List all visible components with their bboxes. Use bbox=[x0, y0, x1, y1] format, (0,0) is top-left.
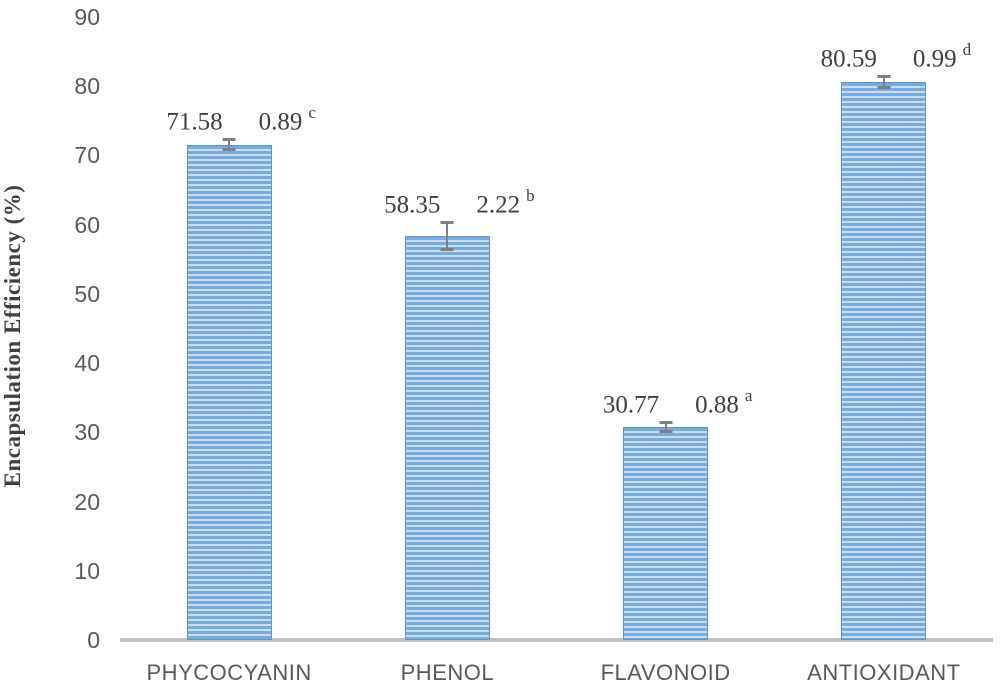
y-tick-label: 50 bbox=[74, 280, 100, 307]
data-label: 80.59 0.99 d bbox=[821, 38, 972, 73]
data-label-value: 58.35 bbox=[384, 191, 441, 219]
error-bar bbox=[659, 420, 673, 434]
y-tick-label: 20 bbox=[74, 488, 100, 515]
y-tick-label: 60 bbox=[74, 211, 100, 238]
y-tick-label: 40 bbox=[74, 350, 100, 377]
error-bar-bottom-cap bbox=[222, 147, 236, 151]
y-tick-label: 70 bbox=[74, 142, 100, 169]
y-tick-label: 10 bbox=[74, 557, 100, 584]
error-bar-bottom-cap bbox=[877, 85, 891, 89]
category-label-flavonoid: FLAVONOID bbox=[600, 660, 731, 685]
significance-letter: b bbox=[526, 185, 535, 205]
data-label: 58.35 2.22 b bbox=[384, 184, 535, 219]
y-tick-label: 80 bbox=[74, 73, 100, 100]
bar-antioxidant bbox=[841, 82, 927, 640]
error-bar-stem bbox=[664, 420, 667, 434]
error-bar-stem bbox=[446, 220, 449, 252]
bar-phycocyanin bbox=[186, 144, 272, 640]
data-label: 71.58 0.89 c bbox=[166, 101, 316, 136]
error-bar-bottom-cap bbox=[659, 430, 673, 434]
bar-phenol bbox=[404, 236, 490, 640]
data-label-error: 0.99 bbox=[912, 45, 957, 73]
data-label-error: 0.88 bbox=[695, 391, 739, 419]
significance-letter: c bbox=[308, 103, 316, 123]
error-bar-stem bbox=[228, 138, 231, 151]
category-label-phenol: PHENOL bbox=[400, 660, 495, 685]
data-label-value: 71.58 bbox=[166, 108, 223, 136]
error-bar-bottom-cap bbox=[440, 248, 454, 252]
significance-letter: a bbox=[744, 385, 753, 405]
error-bar bbox=[440, 220, 454, 252]
data-label-value: 80.59 bbox=[820, 45, 877, 73]
y-tick-label: 90 bbox=[74, 4, 100, 30]
bar-flavonoid bbox=[623, 427, 709, 640]
significance-letter: d bbox=[962, 40, 972, 60]
error-bar-top-cap bbox=[440, 220, 454, 224]
category-label-antioxidant: ANTIOXIDANT bbox=[807, 660, 961, 685]
error-bar-top-cap bbox=[659, 420, 673, 424]
data-label-error: 2.22 bbox=[476, 191, 521, 219]
data-label-error: 0.89 bbox=[258, 108, 303, 136]
data-label-value: 30.77 bbox=[602, 391, 660, 419]
y-tick-label: 0 bbox=[87, 627, 100, 653]
category-label-phycocyanin: PHYCOCYANIN bbox=[146, 660, 312, 685]
y-tick-label: 30 bbox=[74, 419, 100, 446]
error-bar-stem bbox=[882, 75, 885, 89]
error-bar bbox=[222, 138, 236, 151]
x-axis-line bbox=[120, 638, 993, 642]
plot-area: 71.58 0.89 c 58.35 2.22 b 30.77 0.88 a 80.59 0.99 d bbox=[120, 0, 993, 640]
data-label: 30.77 0.88 a bbox=[603, 384, 753, 419]
error-bar-top-cap bbox=[877, 75, 891, 79]
error-bar-top-cap bbox=[222, 138, 236, 142]
error-bar bbox=[877, 75, 891, 89]
